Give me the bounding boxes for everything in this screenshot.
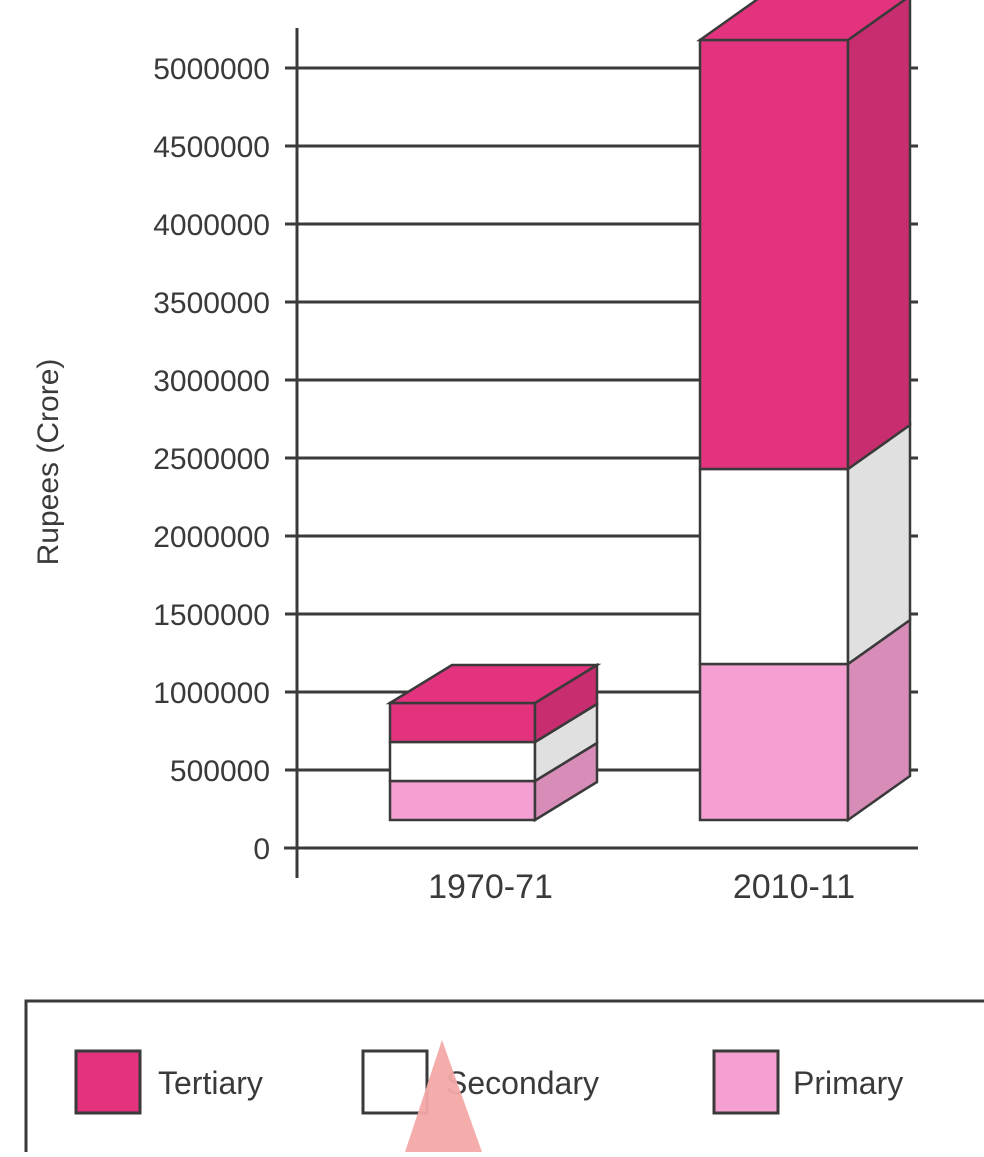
y-tick-label: 5000000 bbox=[153, 53, 270, 86]
legend-swatch bbox=[361, 1049, 429, 1115]
bars bbox=[385, 0, 912, 823]
bar-segment-primary bbox=[388, 779, 537, 822]
x-category-label: 2010-11 bbox=[733, 868, 855, 906]
legend-swatch bbox=[712, 1049, 780, 1115]
bar-segment-tertiary bbox=[698, 38, 850, 471]
x-axis-categories: 1970-71 2010-11 bbox=[428, 868, 855, 906]
legend-swatch bbox=[74, 1049, 142, 1115]
legend: Tertiary Secondary Primary bbox=[24, 999, 984, 1157]
legend-item-tertiary: Tertiary bbox=[74, 1049, 263, 1115]
y-tick-label: 4500000 bbox=[153, 131, 270, 164]
bar-top-tertiary bbox=[696, 0, 907, 42]
pointer-marker bbox=[405, 1040, 482, 1152]
legend-item-secondary: Secondary bbox=[361, 1049, 599, 1115]
bar-segment-secondary bbox=[698, 467, 850, 666]
bar-segment-tertiary bbox=[388, 701, 537, 744]
y-tick-label: 3000000 bbox=[153, 365, 270, 398]
y-tick-label: 2000000 bbox=[153, 521, 270, 554]
y-tick-label: 1500000 bbox=[153, 599, 270, 632]
y-tick-label: 3500000 bbox=[153, 287, 270, 320]
y-tick-label: 4000000 bbox=[153, 209, 270, 242]
bar-segment-primary bbox=[698, 662, 850, 822]
legend-box bbox=[24, 999, 984, 1157]
legend-item-primary: Primary bbox=[712, 1049, 903, 1115]
y-tick-label: 500000 bbox=[170, 755, 270, 788]
axes bbox=[284, 28, 918, 878]
y-axis-ticks: 5000000450000040000003500000300000025000… bbox=[153, 53, 297, 866]
y-axis-title: Rupees (Crore) bbox=[32, 359, 65, 566]
y-tick-label: 0 bbox=[253, 833, 270, 866]
bar-stack-1970-71 bbox=[385, 662, 602, 823]
x-category-label: 1970-71 bbox=[428, 868, 553, 906]
bar-segment-secondary bbox=[388, 740, 537, 783]
y-tick-label: 1000000 bbox=[153, 677, 270, 710]
bar-side-tertiary bbox=[846, 0, 912, 472]
legend-label: Tertiary bbox=[158, 1065, 263, 1101]
bar-stack-2010-11 bbox=[696, 0, 912, 823]
y-tick-label: 2500000 bbox=[153, 443, 270, 476]
legend-label: Secondary bbox=[446, 1065, 599, 1101]
legend-label: Primary bbox=[793, 1065, 903, 1101]
bar-top-tertiary bbox=[385, 663, 602, 705]
